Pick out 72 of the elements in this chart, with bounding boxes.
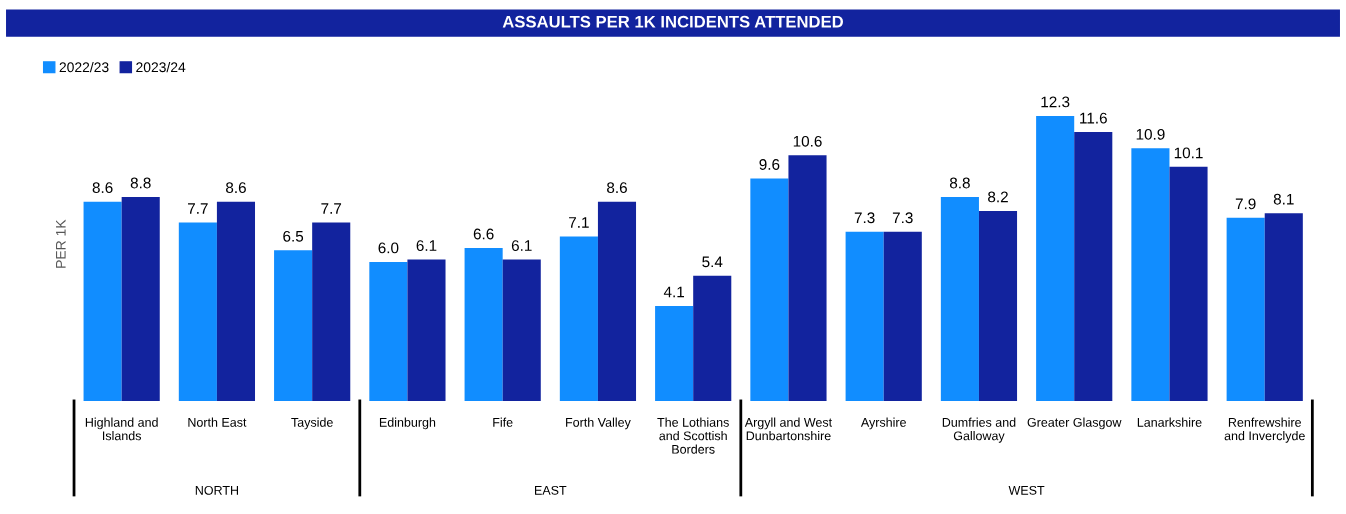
data-label: 8.6 [607, 182, 627, 194]
bar [978, 210, 1018, 401]
data-label: 6.1 [511, 240, 532, 251]
bar [1074, 132, 1113, 401]
data-label: 10.1 [1174, 147, 1203, 159]
data-label: 11.6 [1080, 112, 1107, 124]
bar [883, 231, 922, 401]
data-label: 7.7 [188, 203, 208, 214]
data-label: 8.6 [226, 182, 246, 194]
bar [693, 275, 732, 401]
x-tick-label: Greater Glasgow [1027, 417, 1122, 430]
x-tick-label: North East [188, 417, 247, 427]
bar [216, 201, 256, 401]
x-tick-label: Forth Valley [566, 417, 631, 430]
x-tick-label: Edinburgh [379, 417, 436, 430]
data-label: 8.2 [988, 191, 1008, 203]
data-label: 10.6 [793, 135, 822, 147]
x-tick-label: Argyll and West Dunbartonshire [744, 417, 833, 441]
data-label: 8.1 [1273, 193, 1294, 205]
data-label: 10.9 [1136, 128, 1165, 140]
bar [1131, 148, 1170, 401]
data-label: 6.5 [283, 230, 304, 242]
bar [369, 261, 408, 401]
bar [597, 201, 637, 401]
data-label: 8.6 [92, 182, 113, 194]
data-label: 6.0 [378, 242, 399, 254]
data-label: 7.9 [1235, 198, 1256, 210]
data-label: 8.8 [130, 177, 151, 189]
data-label: 7.7 [321, 203, 342, 214]
x-axis-title: WEST [1008, 485, 1045, 495]
x-tick-label: The Lothians and Scottish Borders [657, 417, 729, 454]
data-label: 4.1 [663, 286, 685, 298]
bar [502, 259, 541, 401]
x-tick-label: Highland and Islands [85, 417, 158, 441]
x-tick-label: Fife [493, 417, 513, 427]
y-axis-title: PER 1K [56, 219, 66, 268]
x-tick-label: Dumfries and Galloway [942, 417, 1016, 443]
data-label: 7.3 [854, 212, 875, 224]
bar [788, 155, 827, 401]
bar [559, 236, 598, 401]
bar [464, 247, 503, 401]
bar [940, 196, 979, 401]
data-label: 6.6 [473, 228, 494, 240]
x-tick-label: Lanarkshire [1137, 417, 1202, 427]
bar [1264, 213, 1303, 401]
legend-label: 2022/23 [59, 61, 109, 73]
x-tick-label: Ayrshire [860, 417, 906, 430]
legend-label: 2023/24 [136, 61, 186, 73]
bar [1169, 166, 1208, 401]
data-label: 7.3 [892, 212, 913, 224]
x-axis-title: EAST [535, 485, 567, 495]
x-tick-label: Tayside [291, 417, 333, 430]
data-label: 9.6 [759, 159, 780, 170]
bar [83, 201, 122, 401]
bar [312, 222, 351, 401]
data-label: 5.4 [702, 256, 723, 268]
bar [1036, 115, 1075, 401]
data-label: 6.1 [416, 240, 437, 251]
data-label: 7.1 [569, 217, 589, 228]
bar [845, 231, 884, 401]
bar [655, 305, 694, 401]
x-tick-label: Renfrewshire and Inverclyde [1224, 417, 1305, 443]
data-label: 8.8 [949, 177, 970, 189]
x-axis-title: NORTH [195, 485, 238, 495]
bar [178, 222, 217, 401]
bar [750, 178, 789, 401]
bar [274, 250, 313, 401]
bar [1226, 217, 1265, 401]
data-label: 12.3 [1041, 96, 1070, 108]
bar [407, 259, 446, 401]
bar [121, 196, 160, 401]
chart-title: ASSAULTS PER 1K INCIDENTS ATTENDED [502, 15, 843, 28]
